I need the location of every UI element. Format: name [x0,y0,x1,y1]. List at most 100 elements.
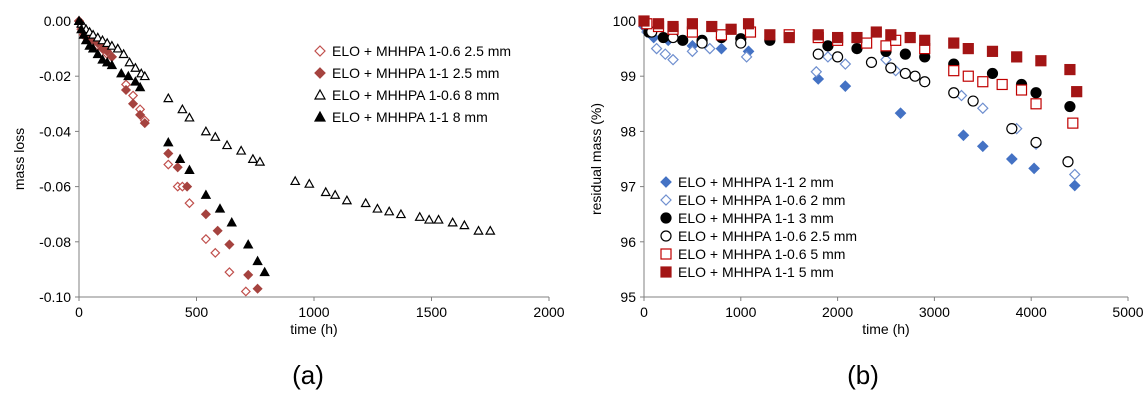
chart-a: 0 500 1000 1500 2000 0.00 -0.02 -0.04 -0.06 -0.08… [11,13,565,390]
chart-b-data-point [822,40,834,52]
chart-a-data-point [360,197,371,208]
chart-a-data-point [112,43,123,53]
chart-a-data-point [226,217,237,227]
chart-b-data-point [1064,100,1076,113]
chart-b-data-point [735,37,747,49]
chart-a-data-point [174,153,186,163]
chart-a-data-point [128,98,139,109]
chart-b-data-point [659,48,672,60]
chart-b-data-point [976,102,989,115]
chart-b-x-tick-label: 5000 [1112,304,1143,320]
chart-b-y-tick-label: 96 [620,234,636,250]
chart-b-legend-marker [660,176,672,188]
chart-b-data-point [904,31,916,44]
chart-a-data-point [92,48,104,59]
chart-a-data-point [210,247,221,258]
chart-a-data-point [134,81,146,92]
chart-a-data-point [289,175,301,186]
chart-a-data-point [80,34,92,45]
chart-a-data-point [341,194,353,205]
chart-a-data-point [200,209,211,220]
chart-b-x-tick-label: 0 [640,304,648,320]
chart-a-data-point [200,233,211,245]
chart-b-data-point [1068,168,1081,181]
chart-b-data-point [810,65,823,78]
chart-b-data-point [725,23,737,35]
chart-b-data-point [740,51,753,63]
chart-b-data-point [851,31,863,44]
chart-a-data-point [135,109,146,120]
chart-a-data-point [101,37,113,48]
chart-b-legend-marker [660,194,672,206]
chart-b-data-point [1035,55,1047,67]
chart-b-data-point [1028,162,1040,175]
chart-a-data-point [214,203,226,213]
chart-a-x-tick-label: 1000 [298,304,329,320]
chart-a-data-point [101,56,113,67]
chart-b-data-point [812,29,824,41]
chart-b-legend-entry: ELO + MHHPA 1-0.6 2 mm [678,192,845,208]
chart-b-data-point [899,48,911,60]
chart-b-data-point [976,140,989,153]
chart-a-data-point [221,139,233,150]
chart-b-series-4 [646,26,1074,168]
chart-b-data-point [1005,153,1018,165]
chart-b-legend-entry: ELO + MHHPA 1-1 2 mm [678,174,834,190]
chart-a-data-point [116,68,127,78]
chart-a-data-point [200,125,212,136]
chart-b-data-point [894,107,907,120]
chart-b-data-point [831,51,844,63]
chart-b-data-point [986,45,999,57]
chart-a-legend-marker [314,45,326,57]
chart-b-data-point [667,20,679,33]
chart-b-x-tick-label: 3000 [919,304,950,320]
chart-a-data-point [184,164,195,174]
chart-b-data-point [696,37,708,49]
chart-a-data-point [139,70,151,81]
chart-a-data-point [243,269,254,280]
chart-a-data-point [163,148,174,159]
chart-a-legend-marker [313,110,327,122]
chart-a-data-point [423,214,435,224]
chart-a-data-point [254,156,266,166]
chart-b-data-point [1030,98,1042,110]
chart-b-data-point [783,31,795,44]
chart-b-data-point [885,29,897,41]
chart-b-data-point [715,42,728,55]
chart-b-data-point [880,40,892,52]
chart-b-data-point [715,29,728,41]
chart-b-data-point [1064,63,1076,76]
chart-a-series-3 [73,15,496,235]
chart-a-data-point [118,48,129,59]
chart-b-data-point [839,58,852,70]
chart-a-data-point [473,225,484,235]
chart-b-legend-entry: ELO + MHHPA 1-1 5 mm [678,264,834,280]
chart-a-data-point [414,211,425,221]
chart-b-legend-entry: ELO + MHHPA 1-0.6 2.5 mm [678,228,857,244]
chart-b-data-point [865,56,878,69]
chart-a-data-point [124,56,135,67]
chart-a-y-tick-label: 0.00 [44,13,71,29]
chart-b-data-point [919,34,931,46]
chart-b-data-point [650,42,663,55]
chart-b-data-point [899,67,911,80]
chart-b-data-point [831,31,844,44]
chart-b-y-tick-label: 97 [620,179,636,195]
chart-a-data-point [97,34,108,45]
chart-a-data-point [224,239,235,250]
chart-a-data-point [177,103,188,114]
chart-a-legend-marker [313,88,327,100]
chart-a-data-point [224,267,235,278]
chart-a-data-point [163,159,174,170]
chart-a-y-tick-label: -0.02 [39,68,71,84]
chart-b-data-point [948,87,960,99]
chart-b-data-point [742,18,755,30]
chart-b-x-tick-label: 2000 [822,304,853,320]
chart-a-data-point [97,54,108,64]
chart-a-data-point [128,90,139,101]
chart-b-data-point [1015,84,1028,96]
chart-a-y-tick-label: -0.06 [39,179,71,195]
chart-b-data-point [1071,86,1083,98]
chart-b-legend-marker [660,266,672,278]
